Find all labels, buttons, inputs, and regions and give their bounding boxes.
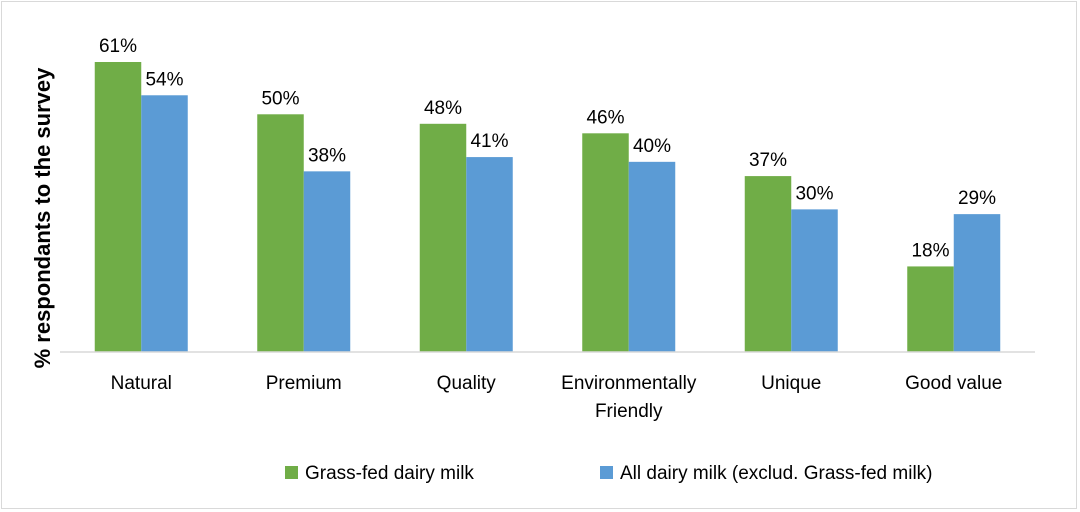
bar-grass-fed-3 <box>582 133 629 352</box>
data-label: 41% <box>470 131 508 152</box>
data-label: 50% <box>261 88 299 109</box>
data-label: 40% <box>633 136 671 157</box>
bar-grass-fed-0 <box>94 62 142 352</box>
data-label: 29% <box>958 188 996 209</box>
category-label: Good value <box>905 373 1002 394</box>
bar-all-dairy-5 <box>953 214 1001 352</box>
y-axis-title: % respondants to the survey <box>30 67 55 369</box>
bar-all-dairy-1 <box>303 171 351 352</box>
bar-grass-fed-5 <box>907 266 954 352</box>
data-label: 38% <box>308 145 346 166</box>
category-label: Environmentally Friendly <box>561 373 697 422</box>
legend: Grass-fed dairy milk All dairy milk (excl… <box>285 463 933 484</box>
category-label: Quality <box>437 373 497 394</box>
bar-all-dairy-4 <box>791 209 838 352</box>
data-label: 46% <box>586 107 624 128</box>
bars-group <box>94 62 1001 353</box>
category-label: Natural <box>111 373 172 394</box>
data-label: 37% <box>749 150 787 171</box>
data-label: 30% <box>795 183 833 204</box>
category-labels-group: Natural Premium Quality Environmentally Frie… <box>111 373 1003 422</box>
legend-swatch <box>600 466 613 479</box>
bar-all-dairy-0 <box>141 95 188 352</box>
legend-label: All dairy milk (exclud. Grass-fed milk) <box>620 463 933 484</box>
data-label: 54% <box>145 69 183 90</box>
bar-labels-group: 61% 54% 50% 38% 48% 41% 46% 40% 37% 30% 18% 29% <box>99 36 996 261</box>
bar-grass-fed-2 <box>419 123 467 352</box>
category-label: Premium <box>266 373 342 394</box>
bar-all-dairy-3 <box>628 161 676 352</box>
category-label: Unique <box>761 373 821 394</box>
legend-swatch <box>285 466 298 479</box>
bar-grass-fed-1 <box>257 114 304 353</box>
legend-label: Grass-fed dairy milk <box>305 463 474 484</box>
bar-all-dairy-2 <box>466 157 513 352</box>
data-label: 48% <box>424 98 462 119</box>
bar-grass-fed-4 <box>744 176 792 352</box>
data-label: 61% <box>99 36 137 57</box>
data-label: 18% <box>911 240 949 261</box>
